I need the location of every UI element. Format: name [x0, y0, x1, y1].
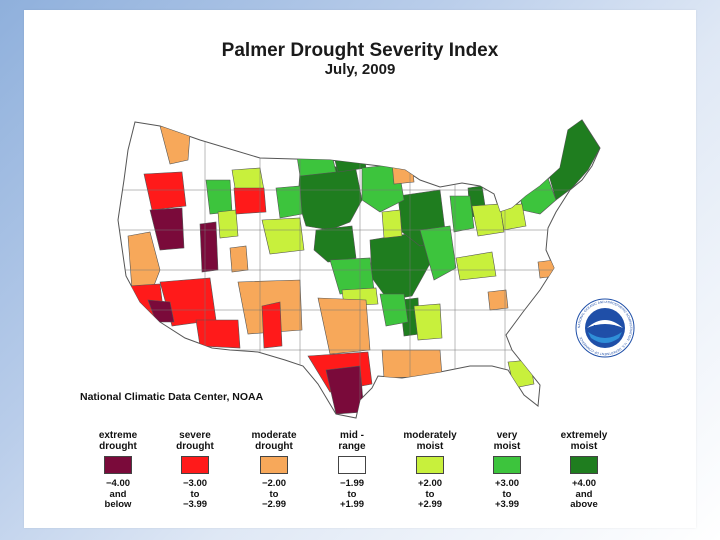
legend-range: −2.00 to −2.99	[239, 478, 309, 511]
legend-label-line2: moist	[416, 441, 444, 452]
state-borders	[118, 140, 600, 410]
map-title: Palmer Drought Severity Index	[221, 40, 499, 61]
data-source-credit: National Climatic Data Center, NOAA	[80, 391, 264, 403]
division-wyoming-green	[275, 185, 303, 219]
legend-swatch	[104, 456, 132, 474]
division-nevada-west	[149, 207, 185, 251]
legend-range-line3: +3.99	[494, 499, 520, 510]
legend-range-line2: to	[347, 488, 357, 500]
noaa-logo: NOAA NATIONAL OCEANIC AND ATMOSPHERIC AD…	[575, 298, 635, 358]
division-indiana	[449, 195, 475, 233]
noaa-logo-text: NOAA	[593, 324, 617, 333]
legend-range-line1: −2.00	[261, 478, 287, 489]
region-extreme-drought	[147, 207, 365, 415]
division-pennsylvania	[499, 203, 527, 231]
division-california-socal	[147, 299, 175, 323]
legend-swatch	[570, 456, 598, 474]
legend-label: extreme drought	[83, 426, 153, 452]
legend-label-line1: very	[496, 430, 518, 441]
legend-label: very moist	[472, 426, 542, 452]
legend-label-line2: drought	[99, 441, 137, 452]
noaa-logo-water-icon	[588, 332, 622, 343]
legend-swatch	[493, 456, 521, 474]
legend-range-line2: and	[575, 488, 593, 500]
legend-label: mid - range	[317, 426, 387, 452]
legend-range-line1: +4.00	[571, 478, 597, 489]
legend-label-line1: moderately	[403, 430, 457, 441]
division-louisiana-moist	[413, 303, 443, 341]
legend-range: +4.00 and above	[549, 478, 619, 511]
division-wyoming-red	[233, 187, 267, 215]
legend-range-line3: above	[570, 499, 598, 510]
legend-label-line1: moderate	[251, 430, 297, 441]
division-gulf-coast-orange	[381, 349, 443, 379]
legend-range-line3: below	[104, 499, 132, 510]
legend-range-line3: +1.99	[339, 499, 365, 510]
legend-swatch	[416, 456, 444, 474]
division-idaho-green	[205, 179, 233, 215]
division-colorado	[261, 217, 305, 255]
legend-label-line1: severe	[179, 430, 211, 441]
legend-label-line2: range	[338, 441, 366, 452]
legend-range-line1: +2.00	[417, 478, 443, 489]
legend-range-line2: to	[425, 488, 435, 500]
legend-swatch	[338, 456, 366, 474]
legend-swatch	[181, 456, 209, 474]
legend-label-line2: drought	[255, 441, 293, 452]
legend-label-line1: extreme	[98, 430, 138, 441]
legend-label-line1: mid -	[340, 430, 364, 441]
noaa-logo-bird-icon	[587, 320, 623, 328]
division-nevada-orange	[229, 245, 249, 273]
legend-range: +3.00 to +3.99	[472, 478, 542, 511]
legend-range-line1: +3.00	[494, 478, 520, 489]
legend-range-line1: −4.00	[105, 478, 131, 489]
division-new-england-dark	[547, 120, 600, 201]
division-utah-west	[199, 221, 219, 273]
legend-range-line3: −3.99	[182, 499, 208, 510]
division-kentucky	[455, 251, 497, 281]
legend-swatch	[260, 456, 288, 474]
division-california-central	[127, 231, 161, 297]
legend-range: −3.00 to −3.99	[160, 478, 230, 511]
legend-range-line2: to	[502, 488, 512, 500]
division-south-arizona-red	[195, 319, 241, 349]
legend-range-line2: to	[190, 488, 200, 500]
division-virginia-orange	[537, 259, 557, 279]
division-utah-moist	[217, 209, 239, 239]
legend-range-line1: −1.99	[339, 478, 365, 489]
legend-label: severe drought	[160, 426, 230, 452]
legend-range-line2: and	[109, 488, 127, 500]
legend-range-line1: −3.00	[182, 478, 208, 489]
legend-label: moderately moist	[395, 426, 465, 452]
legend-label-line2: moist	[570, 441, 598, 452]
legend-range-line3: +2.99	[417, 499, 443, 510]
legend-label-line2: drought	[176, 441, 214, 452]
division-north-dakota-west	[299, 137, 333, 153]
legend-range: −1.99 to +1.99	[317, 478, 387, 511]
division-michigan-orange	[391, 161, 415, 185]
legend-range-line2: to	[269, 488, 279, 500]
division-montana-east	[295, 145, 337, 177]
division-florida-moist	[507, 359, 535, 389]
division-georgia-orange	[487, 289, 509, 311]
legend-range-line3: −2.99	[261, 499, 287, 510]
map-subtitle: July, 2009	[324, 61, 396, 78]
division-ohio	[471, 203, 505, 237]
legend-label-line2: moist	[493, 441, 521, 452]
division-illinois	[419, 225, 457, 281]
legend-label: extremely moist	[549, 426, 619, 452]
legend-range: −4.00 and below	[83, 478, 153, 511]
legend-label-line1: extremely	[560, 430, 608, 441]
division-iowa-moist	[381, 209, 403, 239]
division-idaho-red	[143, 171, 187, 211]
legend-range: +2.00 to +2.99	[395, 478, 465, 511]
legend-label: moderate drought	[239, 426, 309, 452]
division-new-mexico-red	[261, 301, 283, 349]
